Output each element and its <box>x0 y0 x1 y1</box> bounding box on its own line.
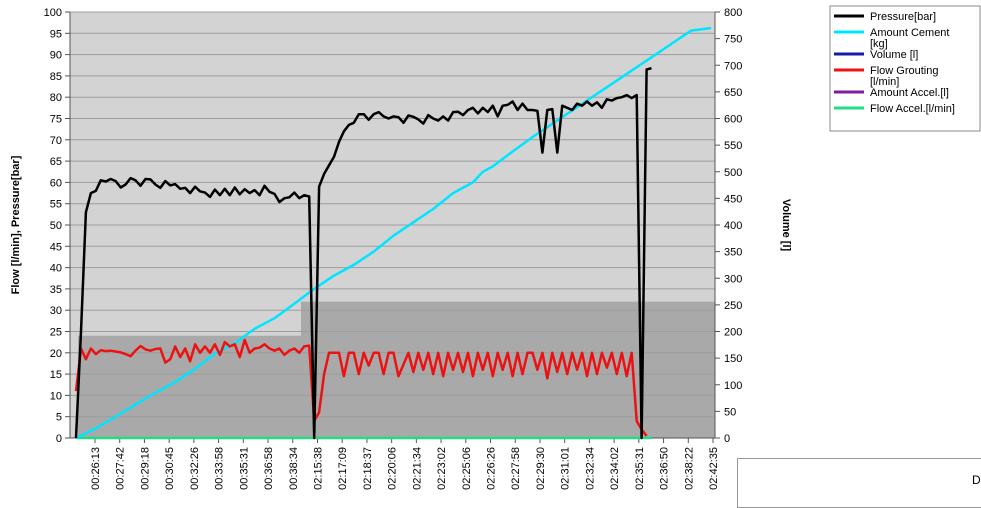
x-axis: 00:26:13 00:27:42 00:29:18 00:30:45 00:32:26… <box>70 437 720 490</box>
x-tick-label: 02:25:06 <box>461 447 473 490</box>
legend-entry: Amount Cement [kg] <box>870 27 949 50</box>
left-tick-label: 5 <box>56 412 62 424</box>
left-tick-label: 45 <box>50 241 62 253</box>
series-line <box>74 66 652 440</box>
right-tick-label: 800 <box>724 7 742 19</box>
left-tick-label: 50 <box>50 220 62 232</box>
right-tick-label: 0 <box>724 433 730 445</box>
left-tick-label: 65 <box>50 156 62 168</box>
series-layer <box>74 26 712 440</box>
legend-entry: Volume [l] <box>870 49 918 61</box>
x-tick-label: 02:38:22 <box>683 447 695 490</box>
x-tick-label: 02:32:34 <box>584 447 596 490</box>
x-tick-label: 00:35:31 <box>238 447 250 490</box>
gridlines <box>70 11 715 439</box>
x-tick-label: 02:20:06 <box>387 447 399 490</box>
right-tick-label: 500 <box>724 167 742 179</box>
left-axis: 0 5 10 15 20 25 30 35 40 45 50 55 60 65 70 75 80 85 90 95 10… <box>44 7 71 445</box>
x-tick-label: 02:17:09 <box>337 447 349 490</box>
x-tick-label: 00:38:34 <box>288 447 300 490</box>
x-tick-label: 02:36:50 <box>659 447 671 490</box>
shaded-region <box>301 301 715 438</box>
left-tick-label: 15 <box>50 369 62 381</box>
left-tick-label: 100 <box>44 7 62 19</box>
legend-entry: Flow Accel.[l/min] <box>870 103 955 115</box>
right-tick-label: 450 <box>724 193 742 205</box>
side-panel-box: D <box>737 458 981 508</box>
x-tick-label: 02:26:26 <box>486 447 498 490</box>
right-tick-label: 300 <box>724 273 742 285</box>
right-tick-label: 100 <box>724 380 742 392</box>
legend-entry: Amount Accel.[l] <box>870 87 949 99</box>
right-tick-label: 700 <box>724 60 742 72</box>
left-tick-label: 85 <box>50 71 62 83</box>
x-tick-label: 02:35:31 <box>634 447 646 490</box>
right-axis: 0 50 100 150 200 250 300 350 400 450 500 550 600 650 7… <box>714 7 742 445</box>
right-tick-label: 150 <box>724 353 742 365</box>
x-tick-label: 00:29:18 <box>139 447 151 490</box>
x-tick-label: 02:42:35 <box>708 447 720 490</box>
left-axis-title: Flow [l/min], Pressure[bar] <box>10 155 22 294</box>
x-tick-label: 02:29:30 <box>535 447 547 490</box>
legend-entry: Flow Grouting [l/min] <box>870 65 938 88</box>
left-tick-label: 75 <box>50 114 62 126</box>
right-tick-label: 750 <box>724 34 742 46</box>
x-tick-label: 02:23:02 <box>436 447 448 490</box>
x-tick-label: 00:33:58 <box>214 447 226 490</box>
left-tick-label: 60 <box>50 177 62 189</box>
x-tick-label: 02:15:38 <box>312 447 324 490</box>
right-tick-label: 400 <box>724 220 742 232</box>
right-tick-label: 600 <box>724 114 742 126</box>
x-tick-label: 02:21:34 <box>411 447 423 490</box>
right-tick-label: 250 <box>724 300 742 312</box>
chart: 0 5 10 15 20 25 30 35 40 45 50 55 60 65 70 75 80 85 90 95 10… <box>10 5 981 490</box>
left-tick-label: 55 <box>50 199 62 211</box>
x-tick-label: 00:36:58 <box>263 447 275 490</box>
x-tick-label: 02:27:58 <box>510 447 522 490</box>
left-tick-label: 30 <box>50 305 62 317</box>
left-tick-label: 95 <box>50 28 62 40</box>
right-tick-label: 350 <box>724 247 742 259</box>
left-tick-label: 70 <box>50 135 62 147</box>
left-tick-label: 35 <box>50 284 62 296</box>
x-tick-label: 00:27:42 <box>115 447 127 490</box>
x-tick-label: 02:34:02 <box>609 447 621 490</box>
legend-entry: Pressure[bar] <box>870 11 936 23</box>
series-line <box>75 26 712 440</box>
left-tick-label: 90 <box>50 50 62 62</box>
right-tick-label: 200 <box>724 327 742 339</box>
left-tick-label: 0 <box>56 433 62 445</box>
left-tick-label: 10 <box>50 390 62 402</box>
series-line <box>74 338 648 437</box>
x-tick-label: 02:31:01 <box>560 447 572 490</box>
right-tick-label: 50 <box>724 406 736 418</box>
side-panel-label: D <box>972 473 981 487</box>
right-axis-title: Volume [l] <box>780 199 792 252</box>
legend: Pressure[bar] Amount Cement [kg]Volume [l]… <box>829 5 981 132</box>
x-tick-label: 00:26:13 <box>90 447 102 490</box>
left-tick-label: 40 <box>50 263 62 275</box>
x-tick-label: 02:18:37 <box>362 447 374 490</box>
right-tick-label: 550 <box>724 140 742 152</box>
right-tick-label: 650 <box>724 87 742 99</box>
x-tick-label: 00:32:26 <box>189 447 201 490</box>
left-tick-label: 25 <box>50 327 62 339</box>
left-tick-label: 20 <box>50 348 62 360</box>
left-tick-label: 80 <box>50 92 62 104</box>
x-tick-label: 00:30:45 <box>164 447 176 490</box>
